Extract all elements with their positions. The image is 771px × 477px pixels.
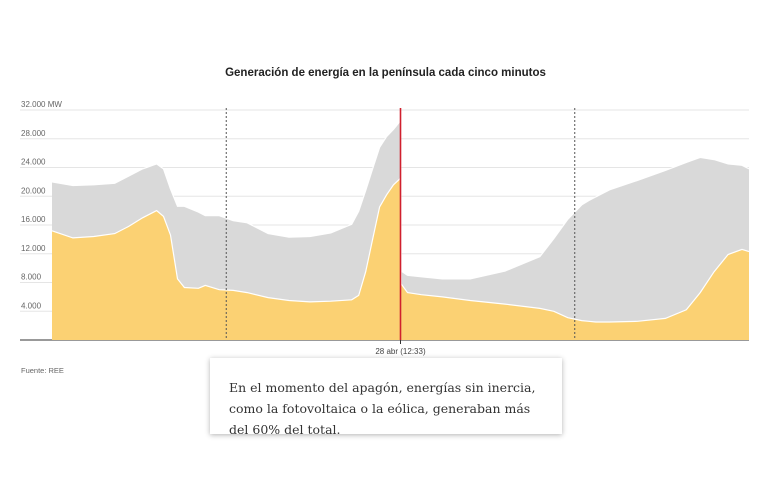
event-markers: [225, 108, 576, 344]
series-lines: [51, 119, 750, 323]
source-note: Fuente: REE: [21, 366, 64, 375]
series-1-line: [51, 176, 750, 323]
y-tick-label: 4.000: [21, 301, 42, 310]
y-tick-label: 8.000: [21, 273, 42, 282]
annotation-text: En el momento del apagón, energías sin i…: [229, 380, 536, 437]
y-tick-label: 28.000: [21, 129, 46, 138]
chart-title: Generación de energía en la península ca…: [225, 67, 546, 79]
x-tick-label: 28 abr (12:33): [375, 347, 426, 356]
annotation-box: En el momento del apagón, energías sin i…: [210, 358, 562, 437]
y-tick-label: 32.000 MW: [21, 100, 62, 109]
y-tick-label: 20.000: [21, 186, 46, 195]
y-tick-label: 12.000: [21, 244, 46, 253]
tick-labels: 4.000 8.000 12.000 16.000 20.000 24.000 28.000…: [21, 100, 426, 356]
y-tick-label: 24.000: [21, 158, 46, 167]
series-2-line: [51, 119, 750, 280]
y-tick-label: 16.000: [21, 215, 46, 224]
